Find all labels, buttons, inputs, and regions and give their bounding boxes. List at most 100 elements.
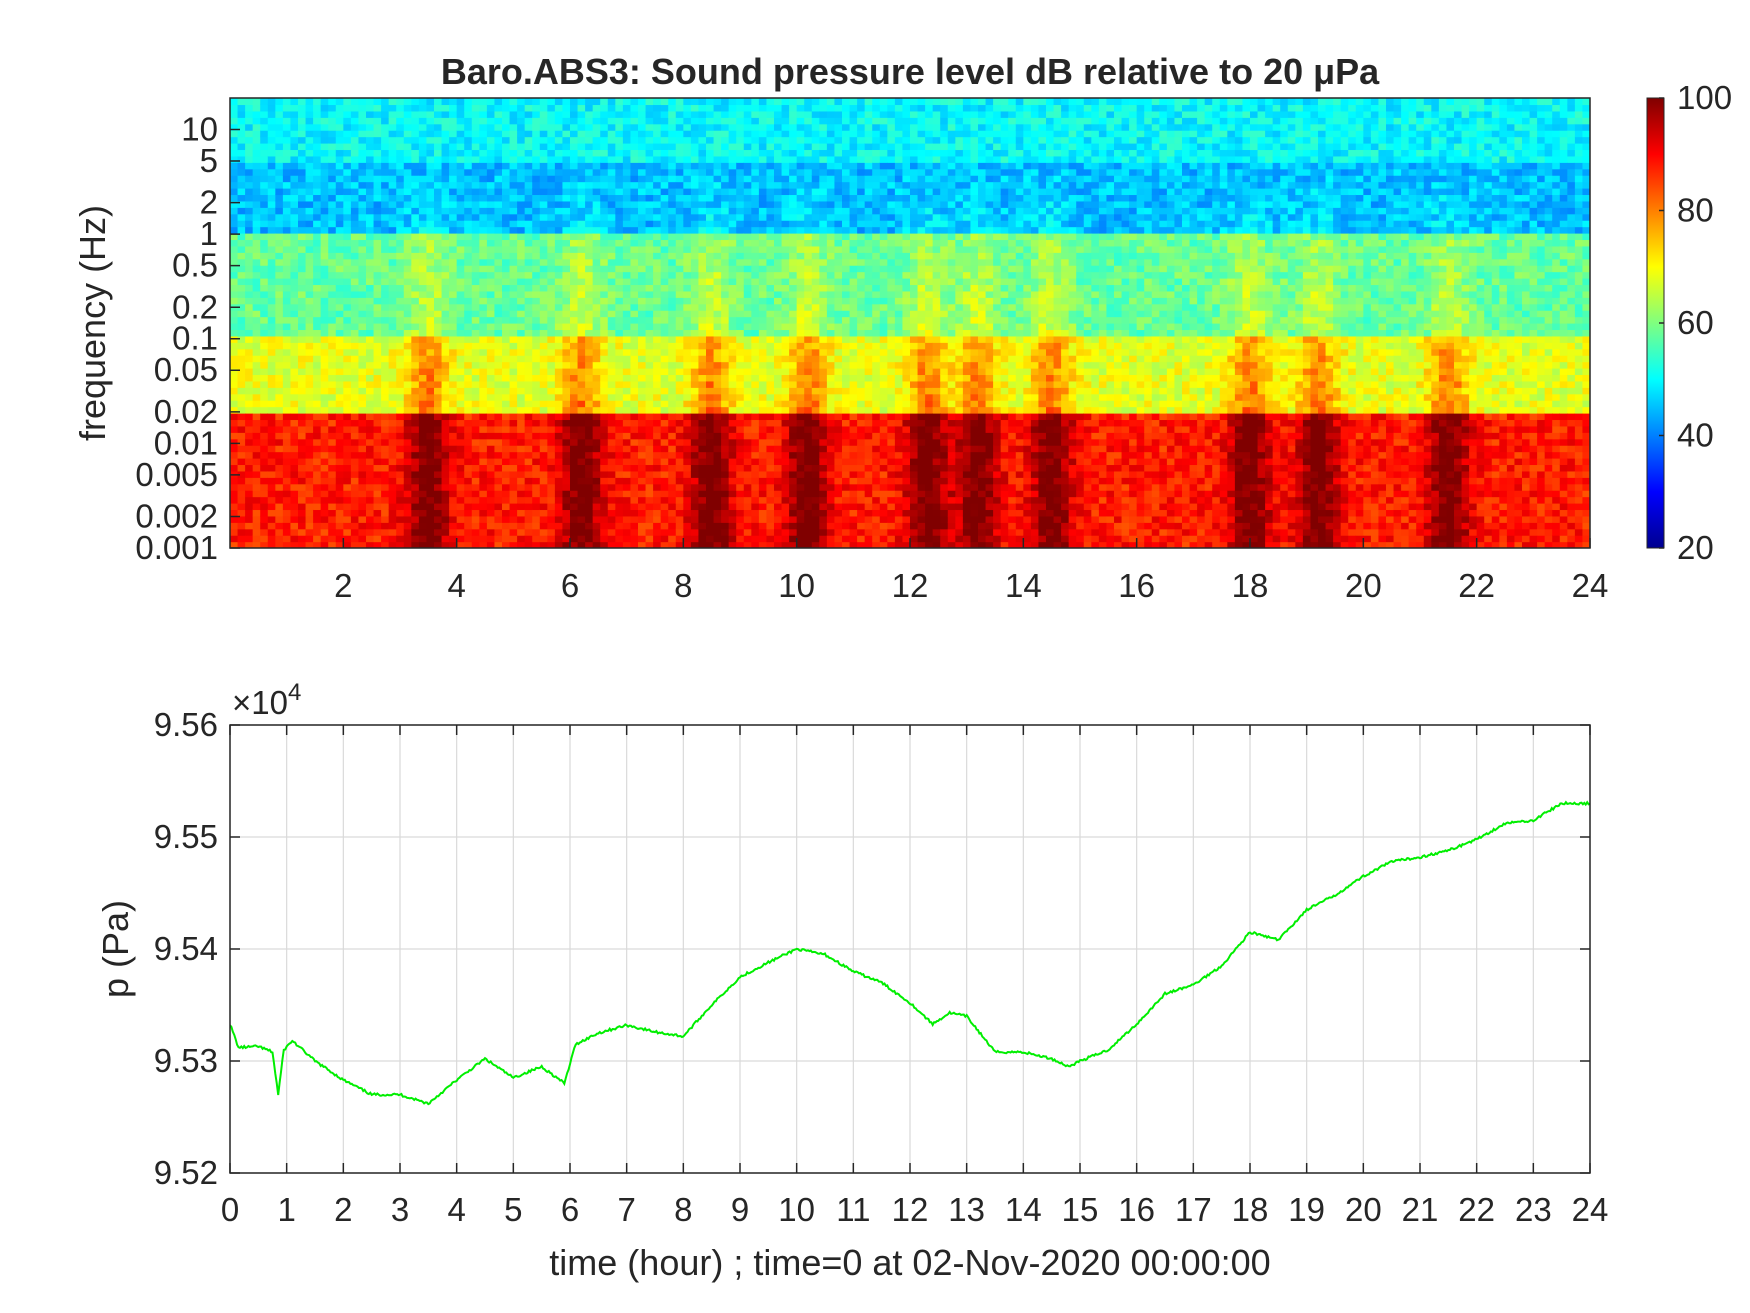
heatmap-cell xyxy=(366,175,375,183)
heatmap-cell xyxy=(622,541,632,548)
heatmap-cell xyxy=(464,355,473,363)
heatmap-cell xyxy=(653,233,662,241)
heatmap-cell xyxy=(570,361,579,369)
heatmap-cell xyxy=(660,104,669,112)
heatmap-cell xyxy=(237,303,246,311)
heatmap-cell xyxy=(373,374,382,382)
heatmap-cell xyxy=(456,419,465,427)
heatmap-cell xyxy=(585,323,594,331)
heatmap-cell xyxy=(313,509,322,517)
heatmap-cell xyxy=(456,464,465,472)
heatmap-cell xyxy=(441,387,450,395)
heatmap-cell xyxy=(509,110,518,118)
heatmap-cell xyxy=(736,335,745,343)
heatmap-cell xyxy=(524,207,533,215)
heatmap-cell xyxy=(486,98,496,106)
heatmap-cell xyxy=(471,226,480,234)
heatmap-cell xyxy=(411,252,420,260)
heatmap-cell xyxy=(237,355,246,363)
heatmap-cell xyxy=(653,316,662,324)
heatmap-cell xyxy=(600,425,609,433)
heatmap-cell xyxy=(721,413,730,421)
heatmap-cell xyxy=(486,297,496,305)
heatmap-cell xyxy=(313,181,322,189)
heatmap-cell xyxy=(751,342,760,350)
heatmap-cell xyxy=(607,258,616,266)
heatmap-cell xyxy=(577,239,586,247)
heatmap-cell xyxy=(298,387,307,395)
heatmap-cell xyxy=(403,496,412,504)
heatmap-cell xyxy=(479,239,488,247)
heatmap-cell xyxy=(577,400,586,408)
heatmap-cell xyxy=(713,175,722,183)
heatmap-cell xyxy=(721,297,730,305)
heatmap-cell xyxy=(630,503,639,511)
heatmap-cell xyxy=(509,143,518,151)
heatmap-cell xyxy=(690,226,700,234)
heatmap-cell xyxy=(577,477,586,485)
heatmap-cell xyxy=(449,290,458,298)
heatmap-cell xyxy=(600,335,609,343)
heatmap-cell xyxy=(358,477,367,485)
heatmap-cell xyxy=(305,316,314,324)
heatmap-cell xyxy=(328,361,337,369)
heatmap-cell xyxy=(706,483,715,491)
heatmap-cell xyxy=(449,406,458,414)
heatmap-cell xyxy=(758,117,768,125)
heatmap-cell xyxy=(683,136,692,144)
heatmap-cell xyxy=(418,188,428,196)
heatmap-cell xyxy=(290,123,299,131)
heatmap-cell xyxy=(675,175,684,183)
heatmap-cell xyxy=(328,155,337,163)
heatmap-cell xyxy=(237,194,246,202)
heatmap-cell xyxy=(751,175,760,183)
heatmap-cell xyxy=(494,175,503,183)
heatmap-cell xyxy=(509,239,518,247)
heatmap-cell xyxy=(509,265,518,273)
heatmap-cell xyxy=(358,503,367,511)
heatmap-cell xyxy=(713,509,722,517)
heatmap-cell xyxy=(585,213,594,221)
heatmap-cell xyxy=(426,483,435,491)
heatmap-cell xyxy=(252,284,261,292)
heatmap-cell xyxy=(653,393,662,401)
heatmap-cell xyxy=(743,400,752,408)
heatmap-cell xyxy=(290,252,299,260)
heatmap-cell xyxy=(758,445,768,453)
heatmap-cell xyxy=(350,271,360,279)
heatmap-cell xyxy=(524,329,533,337)
heatmap-cell xyxy=(751,143,760,151)
heatmap-cell xyxy=(592,419,601,427)
heatmap-cell xyxy=(418,503,428,511)
heatmap-cell xyxy=(252,310,261,318)
heatmap-cell xyxy=(638,528,647,536)
heatmap-cell xyxy=(434,297,443,305)
heatmap-cell xyxy=(418,522,428,530)
heatmap-cell xyxy=(320,265,329,273)
heatmap-cell xyxy=(328,413,337,421)
heatmap-cell xyxy=(434,400,443,408)
heatmap-cell xyxy=(585,130,594,138)
heatmap-cell xyxy=(706,419,715,427)
heatmap-cell xyxy=(721,123,730,131)
heatmap-cell xyxy=(683,515,692,523)
heatmap-cell xyxy=(479,245,488,253)
heatmap-cell xyxy=(728,335,737,343)
heatmap-cell xyxy=(403,123,412,131)
heatmap-cell xyxy=(441,162,450,170)
heatmap-cell xyxy=(743,213,752,221)
heatmap-cell xyxy=(509,155,518,163)
heatmap-cell xyxy=(675,445,684,453)
heatmap-cell xyxy=(396,168,405,176)
heatmap-cell xyxy=(600,233,609,241)
heatmap-cell xyxy=(260,541,269,548)
heatmap-cell xyxy=(335,522,344,530)
heatmap-cell xyxy=(690,200,700,208)
heatmap-cell xyxy=(335,425,344,433)
heatmap-cell xyxy=(411,400,420,408)
heatmap-cell xyxy=(494,123,503,131)
heatmap-cell xyxy=(373,130,382,138)
heatmap-cell xyxy=(751,445,760,453)
heatmap-cell xyxy=(660,245,669,253)
heatmap-cell xyxy=(494,188,503,196)
